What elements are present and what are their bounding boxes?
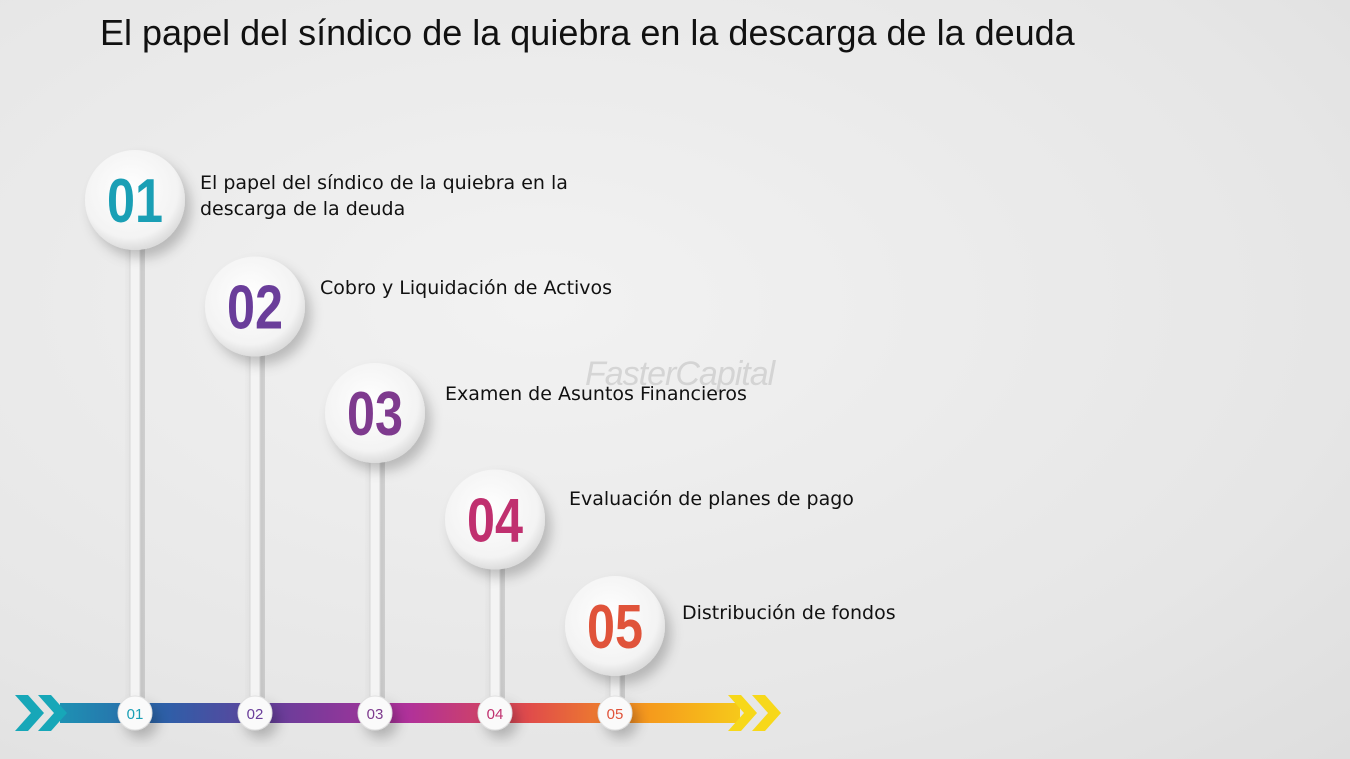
step-number: 01	[107, 167, 163, 236]
marker-circle	[357, 695, 393, 731]
marker-circle	[237, 695, 273, 731]
right-arrows	[728, 695, 781, 731]
step-circle	[565, 576, 665, 676]
step-circle	[85, 150, 185, 250]
step-label: El papel del síndico de la quiebra en la…	[200, 172, 568, 220]
step-label: Distribución de fondos	[682, 602, 896, 624]
step-circle	[445, 469, 545, 570]
marker-number: 01	[127, 706, 144, 723]
step-number: 04	[467, 487, 523, 556]
watermark: FasterCapital	[585, 355, 775, 393]
step-number: 05	[587, 593, 643, 662]
timeline-bar	[60, 703, 740, 723]
marker-number: 05	[607, 706, 624, 723]
left-arrows	[15, 695, 67, 731]
marker-number: 02	[247, 706, 264, 723]
step-circle	[325, 363, 425, 463]
stem	[249, 306, 261, 714]
marker-circle	[477, 695, 513, 731]
marker-circle	[597, 695, 633, 731]
marker-circle	[117, 695, 153, 731]
marker-number: 04	[487, 706, 504, 723]
step-number: 03	[347, 380, 403, 449]
stem	[129, 199, 141, 714]
step-label: Cobro y Liquidación de Activos	[320, 277, 613, 299]
title: El papel del síndico de la quiebra en la…	[100, 12, 1075, 53]
step-label: Evaluación de planes de pago	[569, 488, 854, 510]
step-circle	[205, 256, 305, 357]
step-label: Examen de Asuntos Financieros	[445, 383, 747, 405]
step-number: 02	[227, 274, 283, 343]
marker-number: 03	[367, 706, 384, 723]
